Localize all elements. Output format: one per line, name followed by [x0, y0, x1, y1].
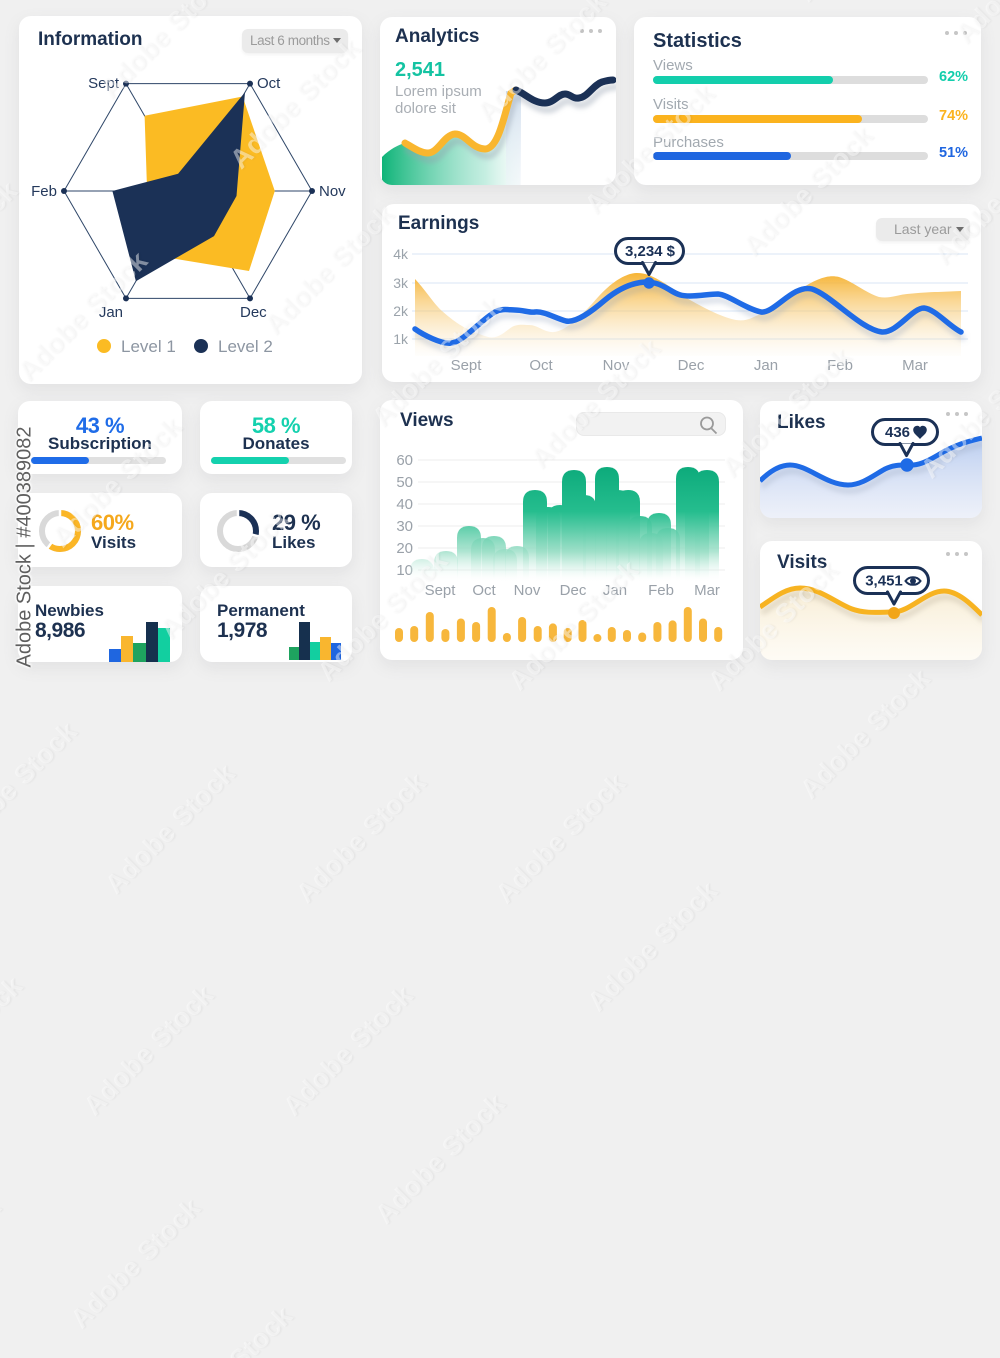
svg-text:Level 1: Level 1: [121, 337, 176, 356]
svg-text:Nov: Nov: [514, 582, 541, 599]
svg-text:Feb: Feb: [31, 183, 57, 200]
svg-text:1k: 1k: [393, 331, 409, 347]
svg-text:2k: 2k: [393, 303, 409, 319]
svg-text:4k: 4k: [393, 246, 409, 262]
svg-text:20: 20: [396, 540, 413, 557]
svg-text:Nov: Nov: [319, 183, 346, 200]
svg-text:Sept: Sept: [88, 75, 120, 92]
svg-text:Jan: Jan: [99, 304, 123, 321]
svg-text:3,451: 3,451: [865, 573, 903, 590]
svg-text:Level 2: Level 2: [218, 337, 273, 356]
svg-text:Dec: Dec: [560, 582, 587, 599]
svg-text:Jan: Jan: [754, 357, 778, 374]
svg-text:50: 50: [396, 474, 413, 491]
svg-text:3,234 $: 3,234 $: [625, 243, 676, 260]
svg-text:Nov: Nov: [603, 357, 630, 374]
svg-text:Feb: Feb: [827, 357, 853, 374]
svg-text:30: 30: [396, 518, 413, 535]
svg-text:Mar: Mar: [902, 357, 928, 374]
svg-text:Sept: Sept: [425, 582, 457, 599]
svg-text:436: 436: [885, 424, 910, 441]
svg-text:Dec: Dec: [678, 357, 705, 374]
svg-text:Jan: Jan: [603, 582, 627, 599]
svg-text:Sept: Sept: [451, 357, 483, 374]
svg-text:Mar: Mar: [694, 582, 720, 599]
svg-text:Dec: Dec: [240, 304, 267, 321]
svg-text:40: 40: [396, 496, 413, 513]
svg-text:10: 10: [396, 562, 413, 579]
svg-text:3k: 3k: [393, 275, 409, 291]
svg-text:60: 60: [396, 452, 413, 469]
svg-text:Feb: Feb: [648, 582, 674, 599]
svg-text:Oct: Oct: [472, 582, 496, 599]
svg-text:Oct: Oct: [257, 75, 281, 92]
svg-text:Oct: Oct: [529, 357, 553, 374]
